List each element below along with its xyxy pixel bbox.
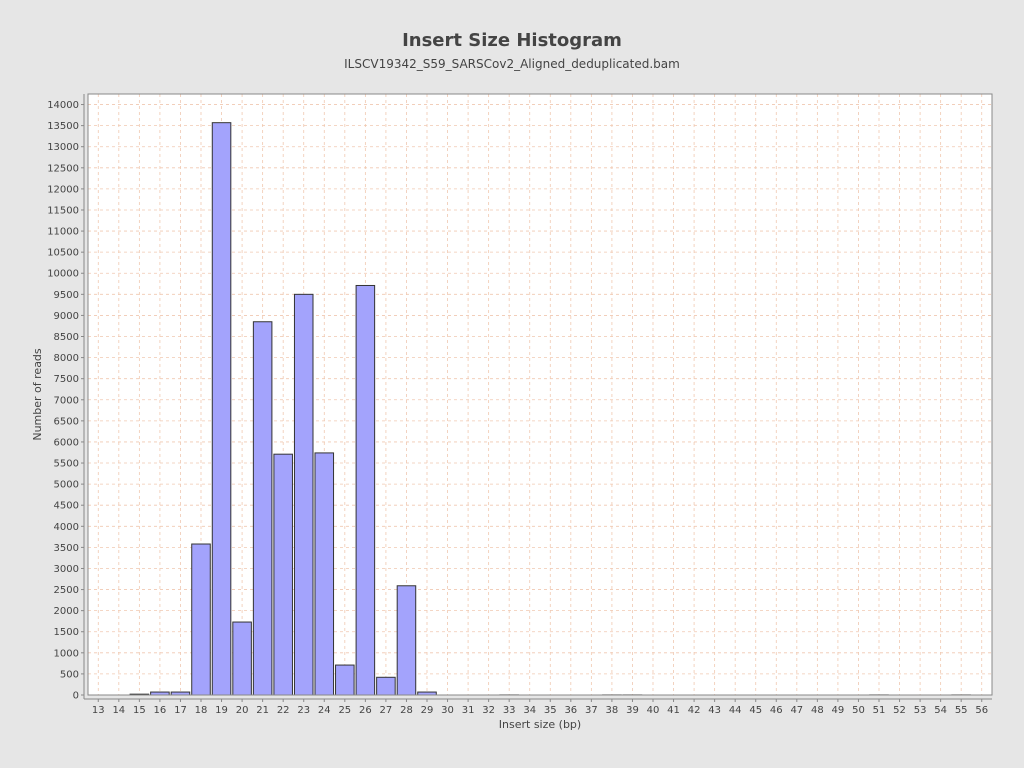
- x-tick-label: 28: [400, 705, 413, 716]
- chart-subtitle: ILSCV19342_S59_SARSCov2_Aligned_deduplic…: [344, 57, 680, 71]
- x-tick-label: 18: [195, 705, 208, 716]
- x-tick-label: 49: [832, 705, 845, 716]
- x-tick-label: 25: [338, 705, 351, 716]
- x-tick-label: 21: [256, 705, 269, 716]
- x-tick-label: 19: [215, 705, 228, 716]
- x-tick-label: 34: [523, 705, 536, 716]
- plot-frame: [87, 93, 993, 696]
- x-tick-label: 54: [934, 705, 947, 716]
- y-tick-label: 1500: [54, 627, 79, 638]
- x-tick-label: 55: [955, 705, 968, 716]
- x-tick-label: 41: [667, 705, 680, 716]
- x-tick-label: 31: [462, 705, 475, 716]
- y-tick-label: 9500: [54, 290, 79, 301]
- y-tick-label: 13500: [47, 121, 79, 132]
- x-tick-label: 16: [154, 705, 167, 716]
- y-tick-label: 8500: [54, 332, 79, 343]
- x-tick-label: 56: [975, 705, 988, 716]
- plot-area: [88, 94, 992, 695]
- x-tick-label: 17: [174, 705, 187, 716]
- chart-title: Insert Size Histogram: [402, 30, 622, 51]
- histogram-bar: [252, 321, 273, 696]
- histogram-bar: [232, 621, 252, 696]
- y-tick-label: 4000: [54, 522, 79, 533]
- histogram-bar: [314, 452, 335, 696]
- x-tick-label: 33: [503, 705, 516, 716]
- histogram-bar: [396, 585, 417, 696]
- x-tick-label: 37: [585, 705, 598, 716]
- x-tick-label: 39: [626, 705, 639, 716]
- histogram-bar: [355, 284, 376, 696]
- x-tick-label: 35: [544, 705, 557, 716]
- y-tick-label: 3500: [54, 543, 79, 554]
- x-tick-label: 50: [852, 705, 865, 716]
- x-tick-label: 51: [873, 705, 886, 716]
- y-tick-label: 11500: [47, 205, 79, 216]
- x-tick-label: 44: [729, 705, 742, 716]
- bars: [129, 122, 971, 696]
- y-tick-label: 14000: [47, 100, 79, 111]
- y-tick-label: 12500: [47, 163, 79, 174]
- x-tick-label: 29: [421, 705, 434, 716]
- x-tick-label: 42: [688, 705, 701, 716]
- x-tick-label: 20: [236, 705, 249, 716]
- x-tick-label: 38: [606, 705, 619, 716]
- y-tick-label: 10500: [47, 248, 79, 259]
- x-tick-label: 24: [318, 705, 331, 716]
- histogram-bar: [293, 293, 314, 696]
- y-tick-label: 2500: [54, 585, 79, 596]
- x-tick-label: 32: [482, 705, 495, 716]
- histogram-bar: [273, 453, 293, 696]
- y-tick-label: 8000: [54, 353, 79, 364]
- y-tick-label: 10000: [47, 269, 79, 280]
- y-tick-label: 2000: [54, 606, 79, 617]
- histogram-bar: [211, 122, 232, 696]
- y-tick-label: 13000: [47, 142, 79, 153]
- y-tick-label: 500: [60, 669, 79, 680]
- x-tick-label: 26: [359, 705, 372, 716]
- x-tick-label: 13: [92, 705, 105, 716]
- y-tick-label: 5500: [54, 459, 79, 470]
- axes: 0 500 1000 1500 2000 2500 3000 3500 4000 4500 5000…: [47, 93, 993, 716]
- x-tick-label: 40: [647, 705, 660, 716]
- x-tick-label: 30: [441, 705, 454, 716]
- y-tick-label: 11000: [47, 227, 79, 238]
- y-tick-label: 6000: [54, 437, 79, 448]
- x-tick-label: 22: [277, 705, 290, 716]
- x-tick-label: 46: [770, 705, 783, 716]
- x-tick-label: 53: [914, 705, 927, 716]
- y-tick-label: 1000: [54, 648, 79, 659]
- y-tick-label: 3000: [54, 564, 79, 575]
- y-tick-label: 5000: [54, 480, 79, 491]
- x-tick-label: 52: [893, 705, 906, 716]
- y-tick-label: 4500: [54, 501, 79, 512]
- x-tick-label: 43: [708, 705, 721, 716]
- y-tick-label: 12000: [47, 184, 79, 195]
- y-tick-label: 0: [73, 691, 79, 702]
- x-tick-label: 15: [133, 705, 146, 716]
- x-tick-label: 14: [112, 705, 125, 716]
- x-tick-label: 27: [380, 705, 393, 716]
- histogram-bar: [376, 676, 396, 696]
- x-tick-label: 45: [749, 705, 762, 716]
- histogram-bar: [335, 664, 355, 696]
- y-tick-label: 7000: [54, 395, 79, 406]
- x-tick-label: 23: [297, 705, 310, 716]
- x-tick-label: 36: [564, 705, 577, 716]
- x-tick-label: 47: [790, 705, 803, 716]
- y-tick-label: 9000: [54, 311, 79, 322]
- grid-lines: [88, 94, 992, 696]
- histogram-bar: [191, 543, 211, 696]
- y-tick-label: 6500: [54, 416, 79, 427]
- x-tick-label: 48: [811, 705, 824, 716]
- y-tick-label: 7500: [54, 374, 79, 385]
- y-axis-label: Number of reads: [31, 348, 44, 441]
- x-axis-label: Insert size (bp): [499, 718, 581, 731]
